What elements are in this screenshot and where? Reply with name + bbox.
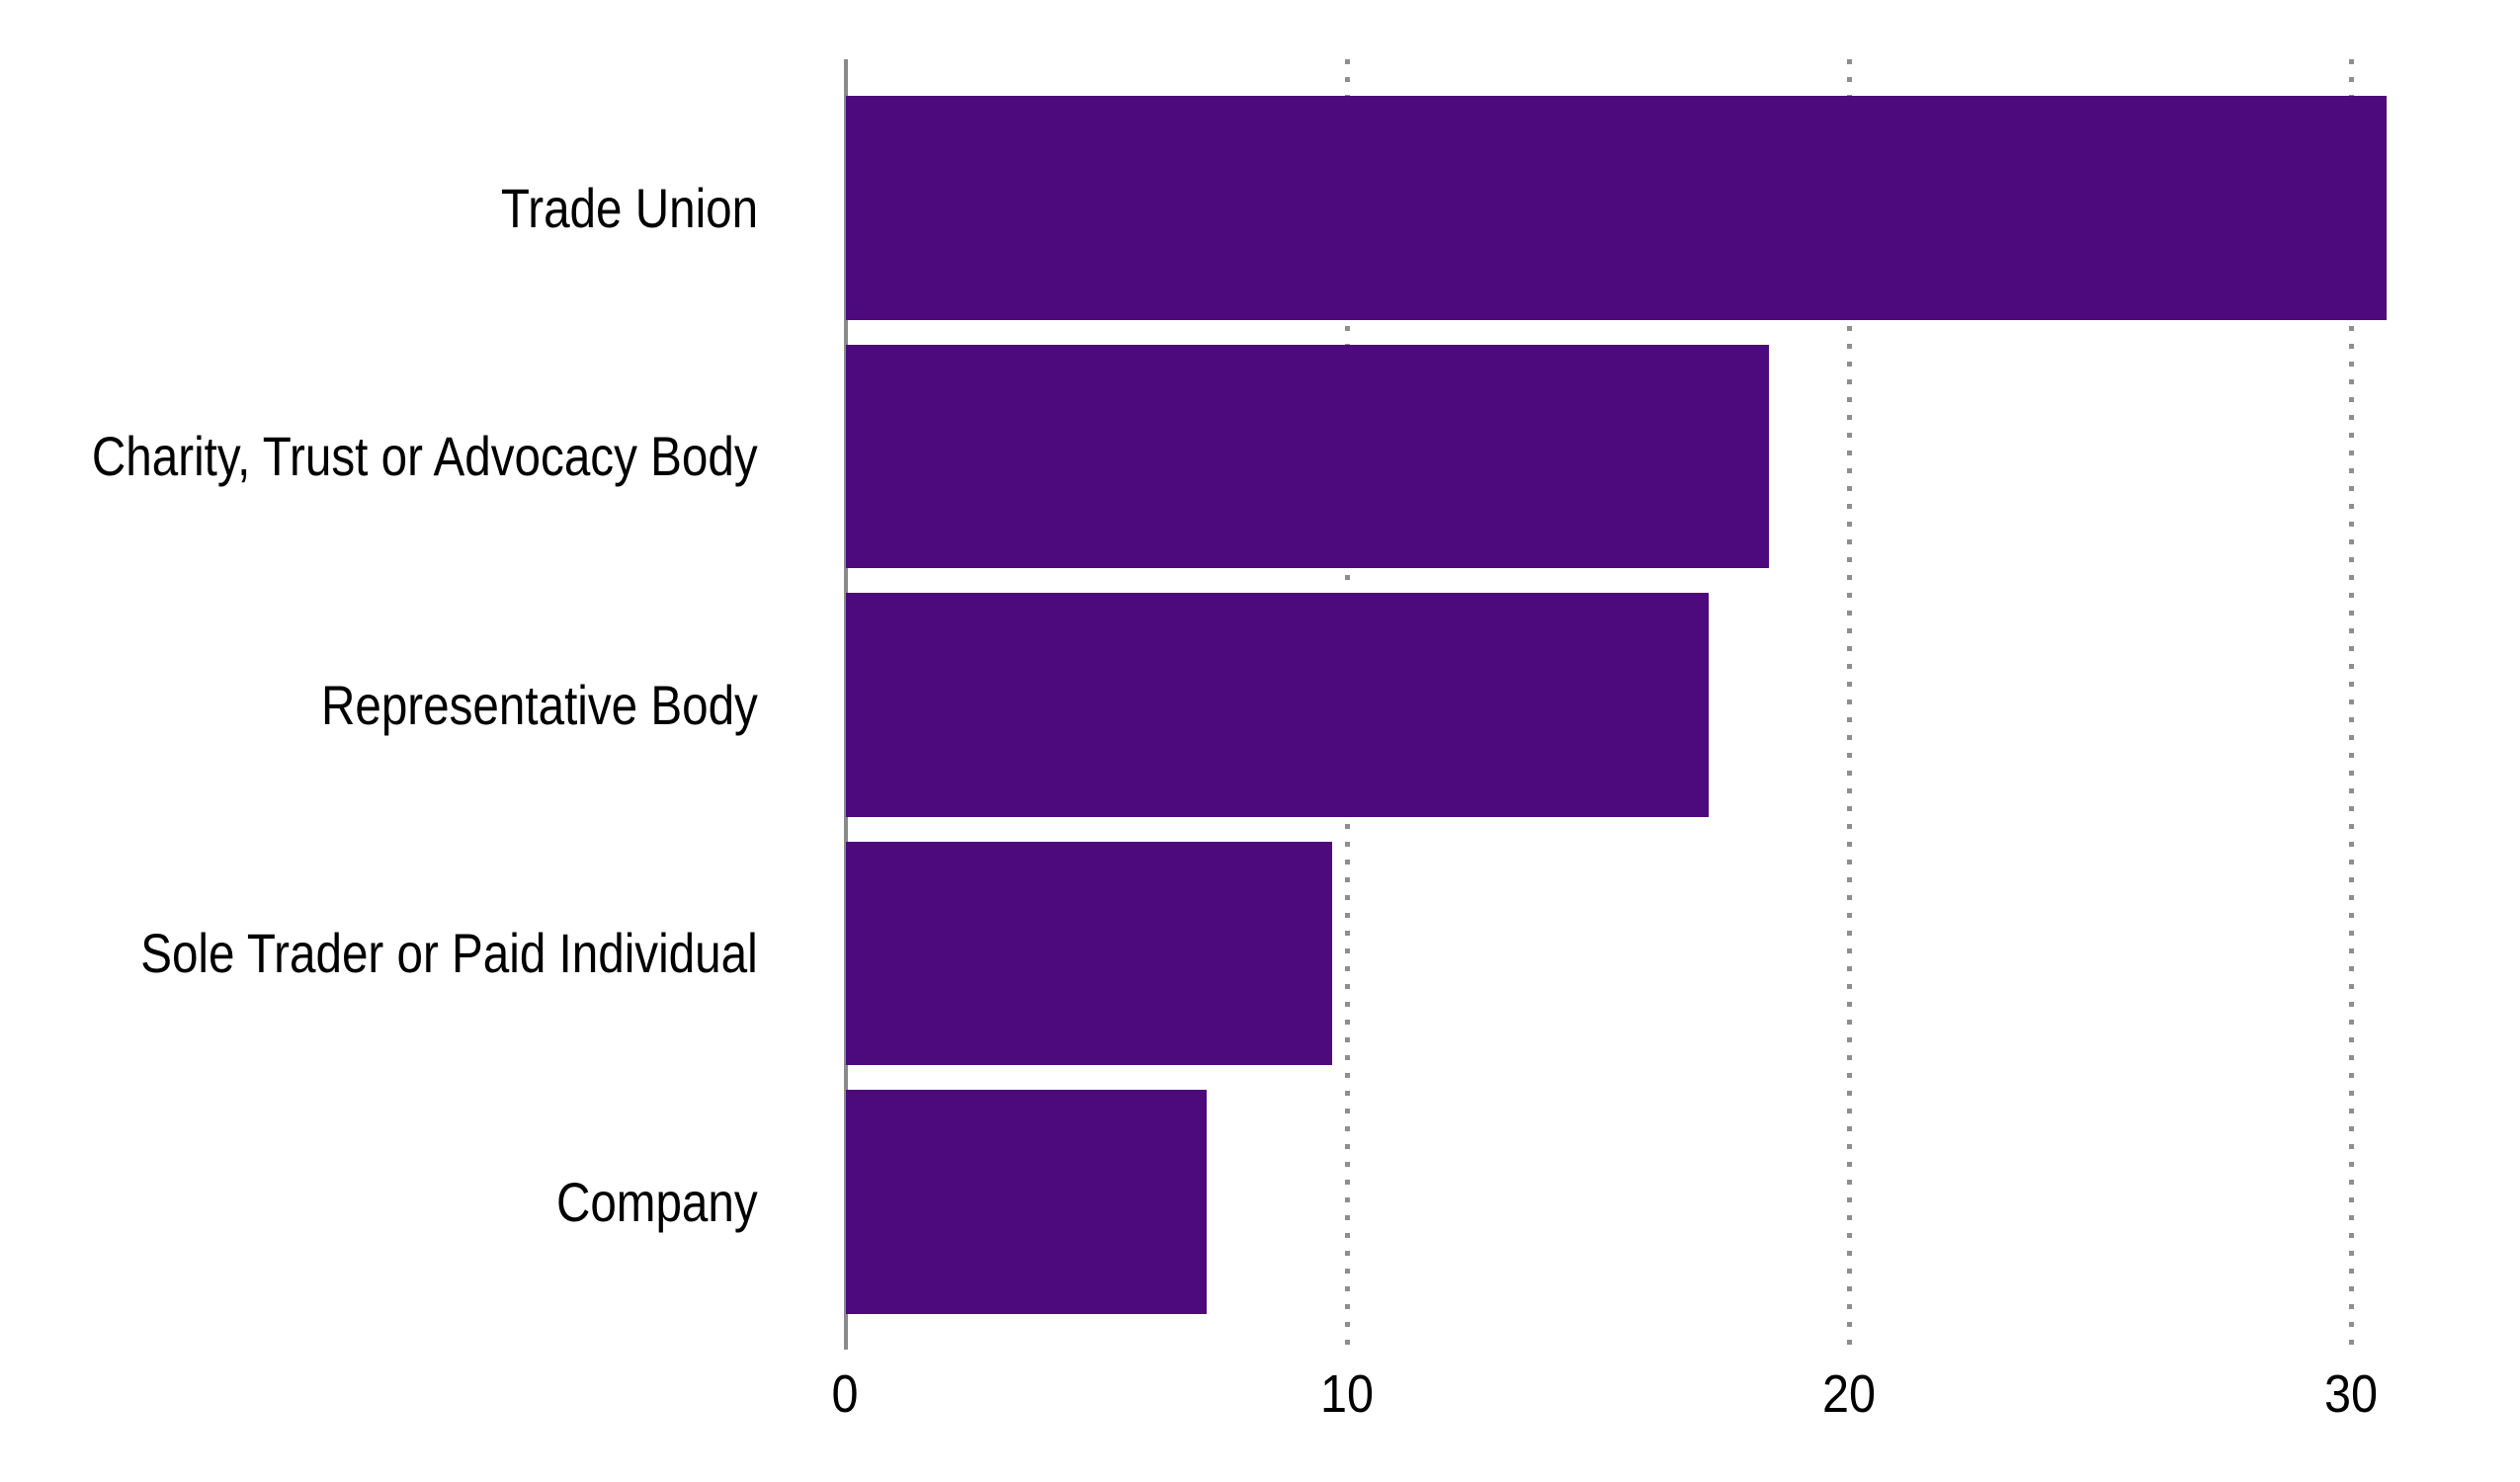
category-label-text: Trade Union <box>500 176 758 239</box>
bar-charity-trust <box>845 344 1769 569</box>
x-tick-10: 10 <box>1268 1363 1426 1425</box>
bar-sole-trader <box>845 841 1333 1066</box>
category-label-trade-union: Trade Union <box>0 96 781 320</box>
category-label-text: Company <box>556 1170 758 1233</box>
category-label-text: Charity, Trust or Advocacy Body <box>92 425 758 488</box>
x-tick-text: 10 <box>1320 1364 1375 1424</box>
bar-trade-union <box>845 96 2387 320</box>
gridline-20 <box>1846 59 1852 1350</box>
category-label-representative-body: Representative Body <box>0 593 781 817</box>
x-tick-20: 20 <box>1770 1363 1928 1425</box>
gridline-30 <box>2348 59 2354 1350</box>
category-label-text: Sole Trader or Paid Individual <box>140 922 758 985</box>
category-label-charity-trust: Charity, Trust or Advocacy Body <box>0 345 781 569</box>
bar-representative-body <box>845 593 1709 817</box>
category-label-company: Company <box>0 1090 781 1314</box>
bar-company <box>845 1090 1208 1314</box>
x-tick-0: 0 <box>767 1363 925 1425</box>
category-label-text: Representative Body <box>321 673 758 736</box>
x-tick-text: 20 <box>1822 1364 1877 1424</box>
category-label-sole-trader: Sole Trader or Paid Individual <box>0 842 781 1066</box>
x-tick-30: 30 <box>2272 1363 2430 1425</box>
x-tick-text: 30 <box>2324 1364 2379 1424</box>
x-tick-text: 0 <box>831 1364 860 1424</box>
